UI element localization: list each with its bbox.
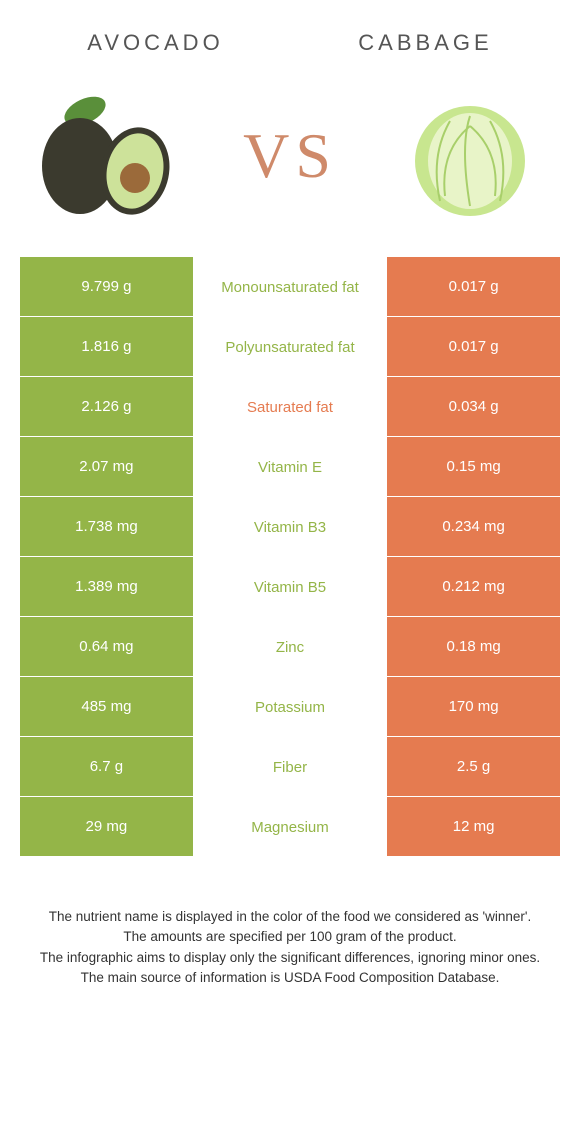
table-row: 1.816 gPolyunsaturated fat0.017 g [20, 317, 560, 377]
right-value: 2.5 g [387, 737, 560, 797]
right-value: 0.034 g [387, 377, 560, 437]
nutrient-label: Zinc [193, 617, 387, 677]
footnote-line: The main source of information is USDA F… [35, 968, 545, 988]
table-row: 485 mgPotassium170 mg [20, 677, 560, 737]
table-row: 1.738 mgVitamin B30.234 mg [20, 497, 560, 557]
right-value: 170 mg [387, 677, 560, 737]
left-value: 29 mg [20, 797, 193, 857]
left-value: 9.799 g [20, 257, 193, 317]
left-value: 485 mg [20, 677, 193, 737]
left-value: 1.389 mg [20, 557, 193, 617]
right-value: 0.017 g [387, 317, 560, 377]
right-value: 0.212 mg [387, 557, 560, 617]
left-value: 6.7 g [20, 737, 193, 797]
nutrient-label: Vitamin B3 [193, 497, 387, 557]
footnote-line: The nutrient name is displayed in the co… [35, 907, 545, 927]
left-value: 1.738 mg [20, 497, 193, 557]
right-value: 0.15 mg [387, 437, 560, 497]
right-value: 0.18 mg [387, 617, 560, 677]
nutrient-label: Vitamin B5 [193, 557, 387, 617]
table-row: 29 mgMagnesium12 mg [20, 797, 560, 857]
titles-row: Avocado Cabbage [0, 0, 580, 76]
left-title: Avocado [87, 30, 223, 56]
footnotes: The nutrient name is displayed in the co… [0, 857, 580, 988]
table-row: 6.7 gFiber2.5 g [20, 737, 560, 797]
left-value: 1.816 g [20, 317, 193, 377]
table-row: 1.389 mgVitamin B50.212 mg [20, 557, 560, 617]
vs-label: VS [243, 119, 337, 193]
left-value: 2.07 mg [20, 437, 193, 497]
right-value: 12 mg [387, 797, 560, 857]
footnote-line: The infographic aims to display only the… [35, 948, 545, 968]
nutrient-label: Monounsaturated fat [193, 257, 387, 317]
nutrient-label: Saturated fat [193, 377, 387, 437]
table-row: 0.64 mgZinc0.18 mg [20, 617, 560, 677]
left-value: 0.64 mg [20, 617, 193, 677]
cabbage-image [390, 86, 550, 226]
right-value: 0.017 g [387, 257, 560, 317]
table-row: 9.799 gMonounsaturated fat0.017 g [20, 257, 560, 317]
table-row: 2.126 gSaturated fat0.034 g [20, 377, 560, 437]
nutrient-label: Fiber [193, 737, 387, 797]
footnote-line: The amounts are specified per 100 gram o… [35, 927, 545, 947]
right-title: Cabbage [358, 30, 492, 56]
nutrient-label: Polyunsaturated fat [193, 317, 387, 377]
comparison-table: 9.799 gMonounsaturated fat0.017 g1.816 g… [20, 256, 560, 857]
avocado-image [30, 86, 190, 226]
nutrient-label: Potassium [193, 677, 387, 737]
left-value: 2.126 g [20, 377, 193, 437]
nutrient-label: Magnesium [193, 797, 387, 857]
hero-row: VS [0, 76, 580, 256]
nutrient-label: Vitamin E [193, 437, 387, 497]
right-value: 0.234 mg [387, 497, 560, 557]
table-row: 2.07 mgVitamin E0.15 mg [20, 437, 560, 497]
